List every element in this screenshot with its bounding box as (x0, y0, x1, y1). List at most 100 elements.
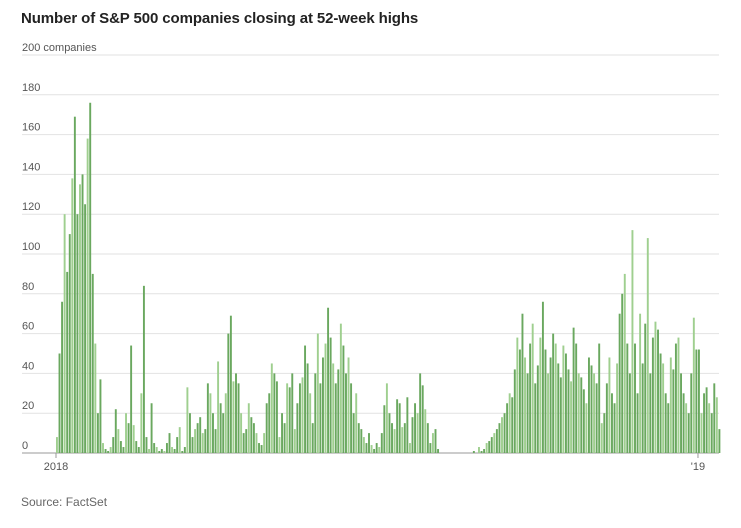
bar (191, 437, 194, 453)
bar (687, 413, 690, 453)
bar (189, 413, 191, 453)
bar (114, 409, 117, 453)
bar (357, 423, 360, 453)
bar (219, 403, 222, 453)
bar (682, 393, 685, 453)
bar (588, 357, 590, 453)
bar (362, 437, 365, 453)
bar (511, 397, 514, 453)
bar (306, 363, 309, 453)
bar (112, 437, 115, 453)
bar (646, 238, 649, 453)
bar (288, 387, 291, 453)
bar (232, 381, 235, 453)
bar (580, 377, 583, 453)
bar (421, 385, 424, 453)
bar (375, 443, 378, 453)
bar (485, 443, 488, 453)
source-note: Source: FactSet (21, 495, 108, 509)
bar (554, 343, 557, 453)
bar (651, 337, 654, 453)
bar (708, 403, 711, 453)
bar (132, 425, 135, 453)
bar (582, 389, 585, 453)
bar (531, 323, 534, 453)
bar (319, 383, 322, 453)
bar (631, 230, 634, 453)
bar (96, 413, 99, 453)
bar (291, 373, 294, 453)
bar (503, 413, 506, 453)
bar (247, 403, 250, 453)
bar (206, 383, 209, 453)
bar (641, 363, 644, 453)
bar (616, 363, 619, 453)
bar (590, 365, 593, 453)
bar (429, 443, 432, 453)
bar (245, 429, 248, 453)
bar (664, 393, 667, 453)
bar (600, 423, 603, 453)
chart-title: Number of S&P 500 companies closing at 5… (21, 10, 419, 27)
bar (391, 423, 393, 453)
bar (209, 393, 212, 453)
bar (227, 333, 230, 453)
bar (158, 451, 161, 453)
bar (352, 413, 355, 453)
bar (316, 333, 319, 453)
bar (201, 433, 204, 453)
bar (649, 373, 652, 453)
bar (260, 445, 263, 453)
bar (570, 381, 573, 453)
bar (204, 429, 207, 453)
bar (406, 397, 409, 453)
bar (690, 373, 693, 453)
bar (268, 393, 271, 453)
bar (628, 373, 631, 453)
bar (669, 357, 672, 453)
bar (263, 433, 266, 453)
bar (84, 204, 87, 453)
bar (419, 373, 422, 453)
bar (339, 323, 342, 453)
bar (137, 447, 140, 453)
bar (513, 369, 516, 453)
y-tick-label: 20 (22, 400, 34, 412)
bar (355, 393, 358, 453)
bar (117, 429, 120, 453)
bar (178, 427, 181, 453)
bar (692, 317, 695, 453)
bar (150, 403, 153, 453)
bar (91, 273, 94, 453)
y-axis-unit-label: 200 companies (22, 42, 97, 54)
bar (68, 234, 71, 453)
bar (196, 423, 199, 453)
bar (145, 437, 148, 453)
bar (508, 393, 511, 453)
bar (140, 393, 143, 453)
bar (109, 447, 112, 453)
bar (403, 423, 406, 453)
bar (275, 381, 278, 453)
bar (153, 443, 156, 453)
bar (73, 116, 76, 453)
bar (639, 313, 642, 453)
bar (237, 383, 240, 453)
bar (160, 449, 163, 453)
bar (549, 357, 552, 453)
bar (524, 357, 526, 453)
bar (79, 184, 81, 453)
bar (181, 451, 184, 453)
y-tick-label: 160 (22, 122, 40, 134)
y-axis-ticks: 0 20 40 60 80 100 120 140 160 180 (22, 82, 40, 452)
bar (521, 313, 524, 453)
y-tick-label: 120 (22, 201, 40, 213)
bar (81, 174, 84, 453)
bar (493, 433, 496, 453)
bar (378, 447, 381, 453)
bar (229, 315, 232, 453)
bar (697, 349, 700, 453)
bar (252, 423, 255, 453)
bar (104, 449, 107, 453)
bar (598, 343, 601, 453)
